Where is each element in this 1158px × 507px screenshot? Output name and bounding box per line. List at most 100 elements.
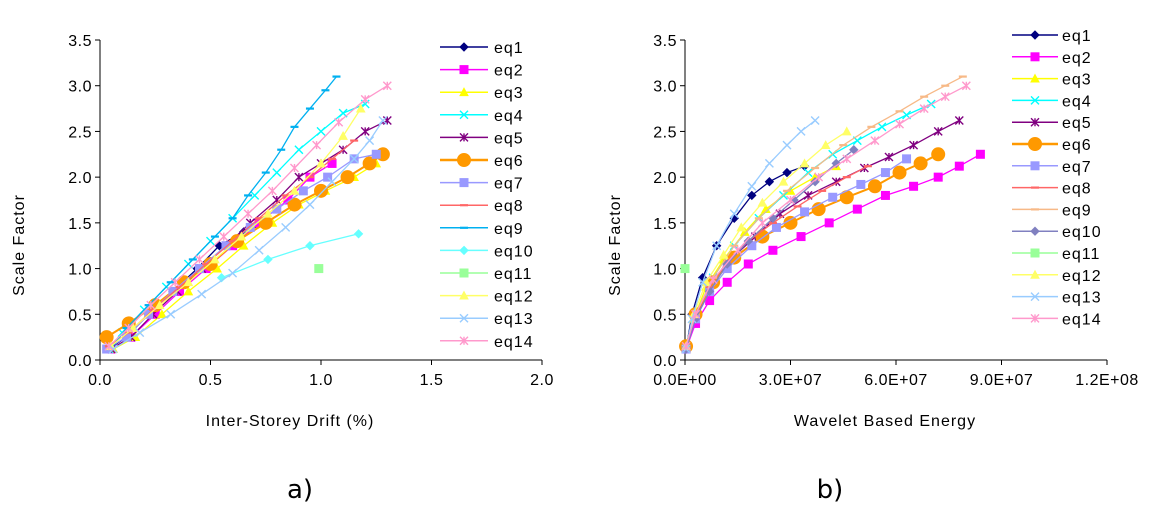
data-point	[365, 136, 375, 146]
y-tick-label: 1.0	[653, 262, 677, 279]
series-eq14	[681, 81, 971, 351]
data-point	[902, 154, 912, 164]
data-point	[334, 117, 344, 127]
legend-item-eq1: eq1	[1012, 28, 1091, 45]
legend-marker	[1030, 269, 1040, 279]
data-point	[338, 130, 348, 140]
legend-item-eq5: eq5	[1012, 115, 1092, 132]
data-point	[236, 231, 247, 241]
data-point	[796, 126, 806, 136]
legend-item-eq14: eq14	[1012, 311, 1101, 328]
y-tick-label: 3.5	[68, 33, 92, 50]
data-point	[340, 170, 355, 185]
x-axis-title: Inter-Storey Drift (%)	[206, 413, 375, 430]
data-point	[124, 323, 134, 333]
data-point	[729, 209, 739, 219]
legend-label: eq2	[1062, 50, 1092, 67]
legend-marker	[1030, 52, 1040, 62]
data-point	[691, 309, 701, 319]
data-point	[183, 286, 194, 296]
legend-label: eq11	[494, 266, 532, 283]
data-point	[267, 186, 277, 196]
data-point	[680, 264, 690, 274]
legend-marker	[1030, 313, 1040, 323]
data-point	[810, 115, 820, 125]
legend-marker	[459, 290, 469, 300]
y-tick-label: 0.5	[653, 307, 677, 324]
data-point	[768, 245, 778, 255]
legend-label: eq10	[494, 243, 534, 260]
series-line	[110, 76, 338, 350]
data-point	[294, 145, 304, 155]
panel-caption: b)	[817, 475, 844, 505]
data-point	[382, 81, 392, 91]
series-eq12	[106, 103, 366, 351]
legend-marker	[1030, 226, 1040, 236]
data-point	[170, 277, 180, 287]
legend-label: eq13	[1062, 290, 1102, 307]
legend-item-eq12: eq12	[440, 289, 533, 306]
data-point	[360, 94, 370, 104]
legend-item-eq4: eq4	[1012, 93, 1091, 110]
x-tick-label: 1.0	[309, 372, 333, 389]
data-point	[323, 172, 333, 182]
legend-item-eq3: eq3	[1012, 72, 1091, 89]
legend-label: eq1	[494, 40, 524, 57]
legend-marker	[459, 65, 469, 75]
data-point	[743, 259, 753, 269]
data-point	[305, 200, 315, 210]
legend-label: eq3	[494, 85, 524, 102]
legend-item-eq2: eq2	[440, 63, 523, 80]
data-point	[933, 126, 943, 136]
data-point	[349, 154, 359, 164]
legend-marker	[1030, 117, 1040, 127]
data-point	[736, 222, 747, 232]
series-eq2	[681, 149, 985, 354]
legend-label: eq5	[1062, 115, 1092, 132]
legend-label: eq7	[494, 176, 524, 193]
legend-label: eq10	[1062, 224, 1102, 241]
data-point	[799, 158, 810, 168]
data-point	[814, 172, 824, 182]
data-point	[747, 181, 757, 191]
legend-item-eq6: eq6	[1012, 137, 1091, 154]
series-line	[685, 165, 837, 350]
legend-label: eq7	[1062, 159, 1092, 176]
data-point	[718, 249, 729, 259]
x-tick-label: 0.5	[199, 372, 223, 389]
legend-label: eq9	[1062, 202, 1092, 219]
data-point	[378, 115, 388, 125]
legend-item-eq10: eq10	[440, 243, 534, 260]
data-point	[362, 156, 377, 171]
data-point	[157, 309, 167, 319]
legend-label: eq4	[494, 108, 524, 125]
legend-label: eq8	[1062, 181, 1092, 198]
x-axis-title: Wavelet Based Energy	[794, 413, 976, 430]
data-point	[796, 232, 806, 242]
data-point	[194, 254, 204, 264]
data-point	[360, 126, 370, 136]
legend-marker	[1030, 73, 1040, 83]
y-tick-label: 0.0	[68, 353, 92, 370]
legend-item-eq7: eq7	[1012, 159, 1092, 176]
data-point	[786, 195, 795, 205]
series-eq14	[104, 81, 392, 351]
legend-item-eq7: eq7	[440, 176, 524, 193]
data-point	[698, 277, 708, 287]
x-tick-label: 6.0E+07	[864, 372, 928, 389]
data-point	[975, 149, 985, 159]
y-tick-label: 1.5	[653, 216, 677, 233]
y-tick-label: 1.0	[68, 262, 92, 279]
legend-item-eq8: eq8	[1012, 181, 1092, 198]
legend-label: eq14	[494, 334, 534, 351]
data-point	[263, 208, 273, 218]
data-point	[104, 341, 114, 351]
data-point	[743, 236, 754, 246]
x-tick-label: 3.0E+07	[759, 372, 823, 389]
y-tick-label: 2.5	[68, 124, 92, 141]
data-point	[909, 140, 919, 150]
series-eq13	[108, 115, 388, 354]
data-point	[880, 190, 890, 200]
data-point	[954, 161, 964, 171]
x-tick-label: 0.0E+00	[653, 372, 717, 389]
